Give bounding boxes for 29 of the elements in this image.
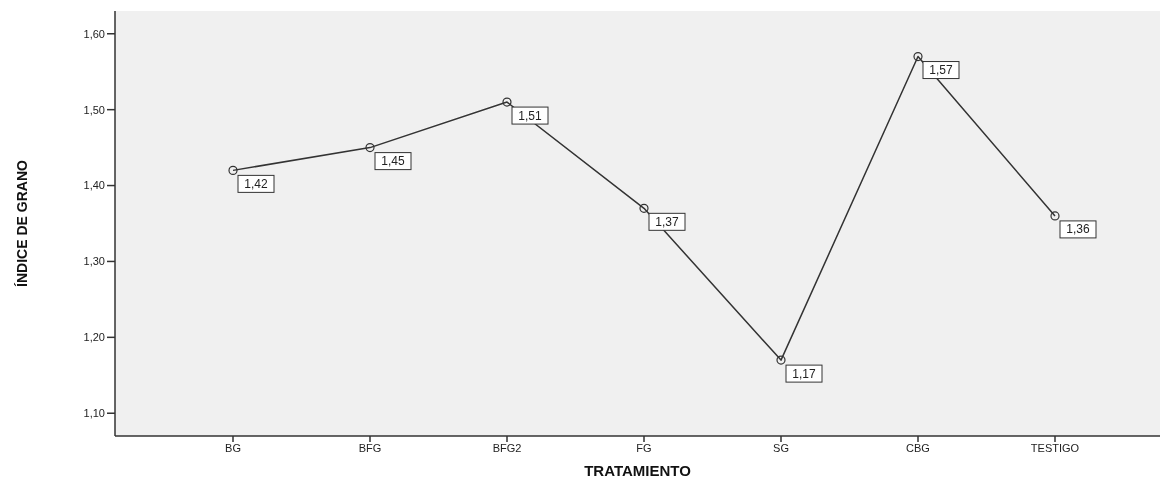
x-tick-label: BFG [358, 441, 382, 454]
point [639, 203, 649, 213]
point [228, 165, 238, 175]
data-label: 1,57 [929, 63, 953, 78]
point [1050, 211, 1060, 221]
x-tick-label: CBG [906, 441, 930, 454]
x-tick-label: TESTIGO [1030, 441, 1080, 454]
data-label: 1,42 [244, 176, 268, 191]
x-tick-label: FG [636, 441, 652, 454]
point [913, 51, 923, 62]
x-axis-title: TRATAMIENTO [584, 462, 692, 479]
y-tick-label: 1,20 [83, 331, 105, 344]
point [365, 143, 375, 153]
x-tick-label: BFG2 [492, 441, 522, 454]
x-tick-label: BG [225, 441, 241, 454]
y-tick-label: 1,50 [83, 103, 105, 116]
data-label: 1,36 [1066, 222, 1090, 237]
y-tick-label: 1,30 [83, 255, 105, 268]
y-tick-label: 1,10 [83, 407, 105, 420]
x-tick-label: SG [773, 441, 789, 454]
data-label: 1,45 [381, 154, 405, 169]
data-label: 1,17 [792, 366, 816, 381]
y-axis-title: ÍNDICE DE GRANO [13, 160, 30, 287]
point [776, 355, 786, 365]
y-tick-label: 1,40 [83, 179, 105, 192]
point [502, 97, 512, 107]
data-label: 1,51 [518, 108, 542, 123]
data-label: 1,37 [655, 214, 679, 229]
y-tick-label: 1,60 [83, 27, 105, 40]
